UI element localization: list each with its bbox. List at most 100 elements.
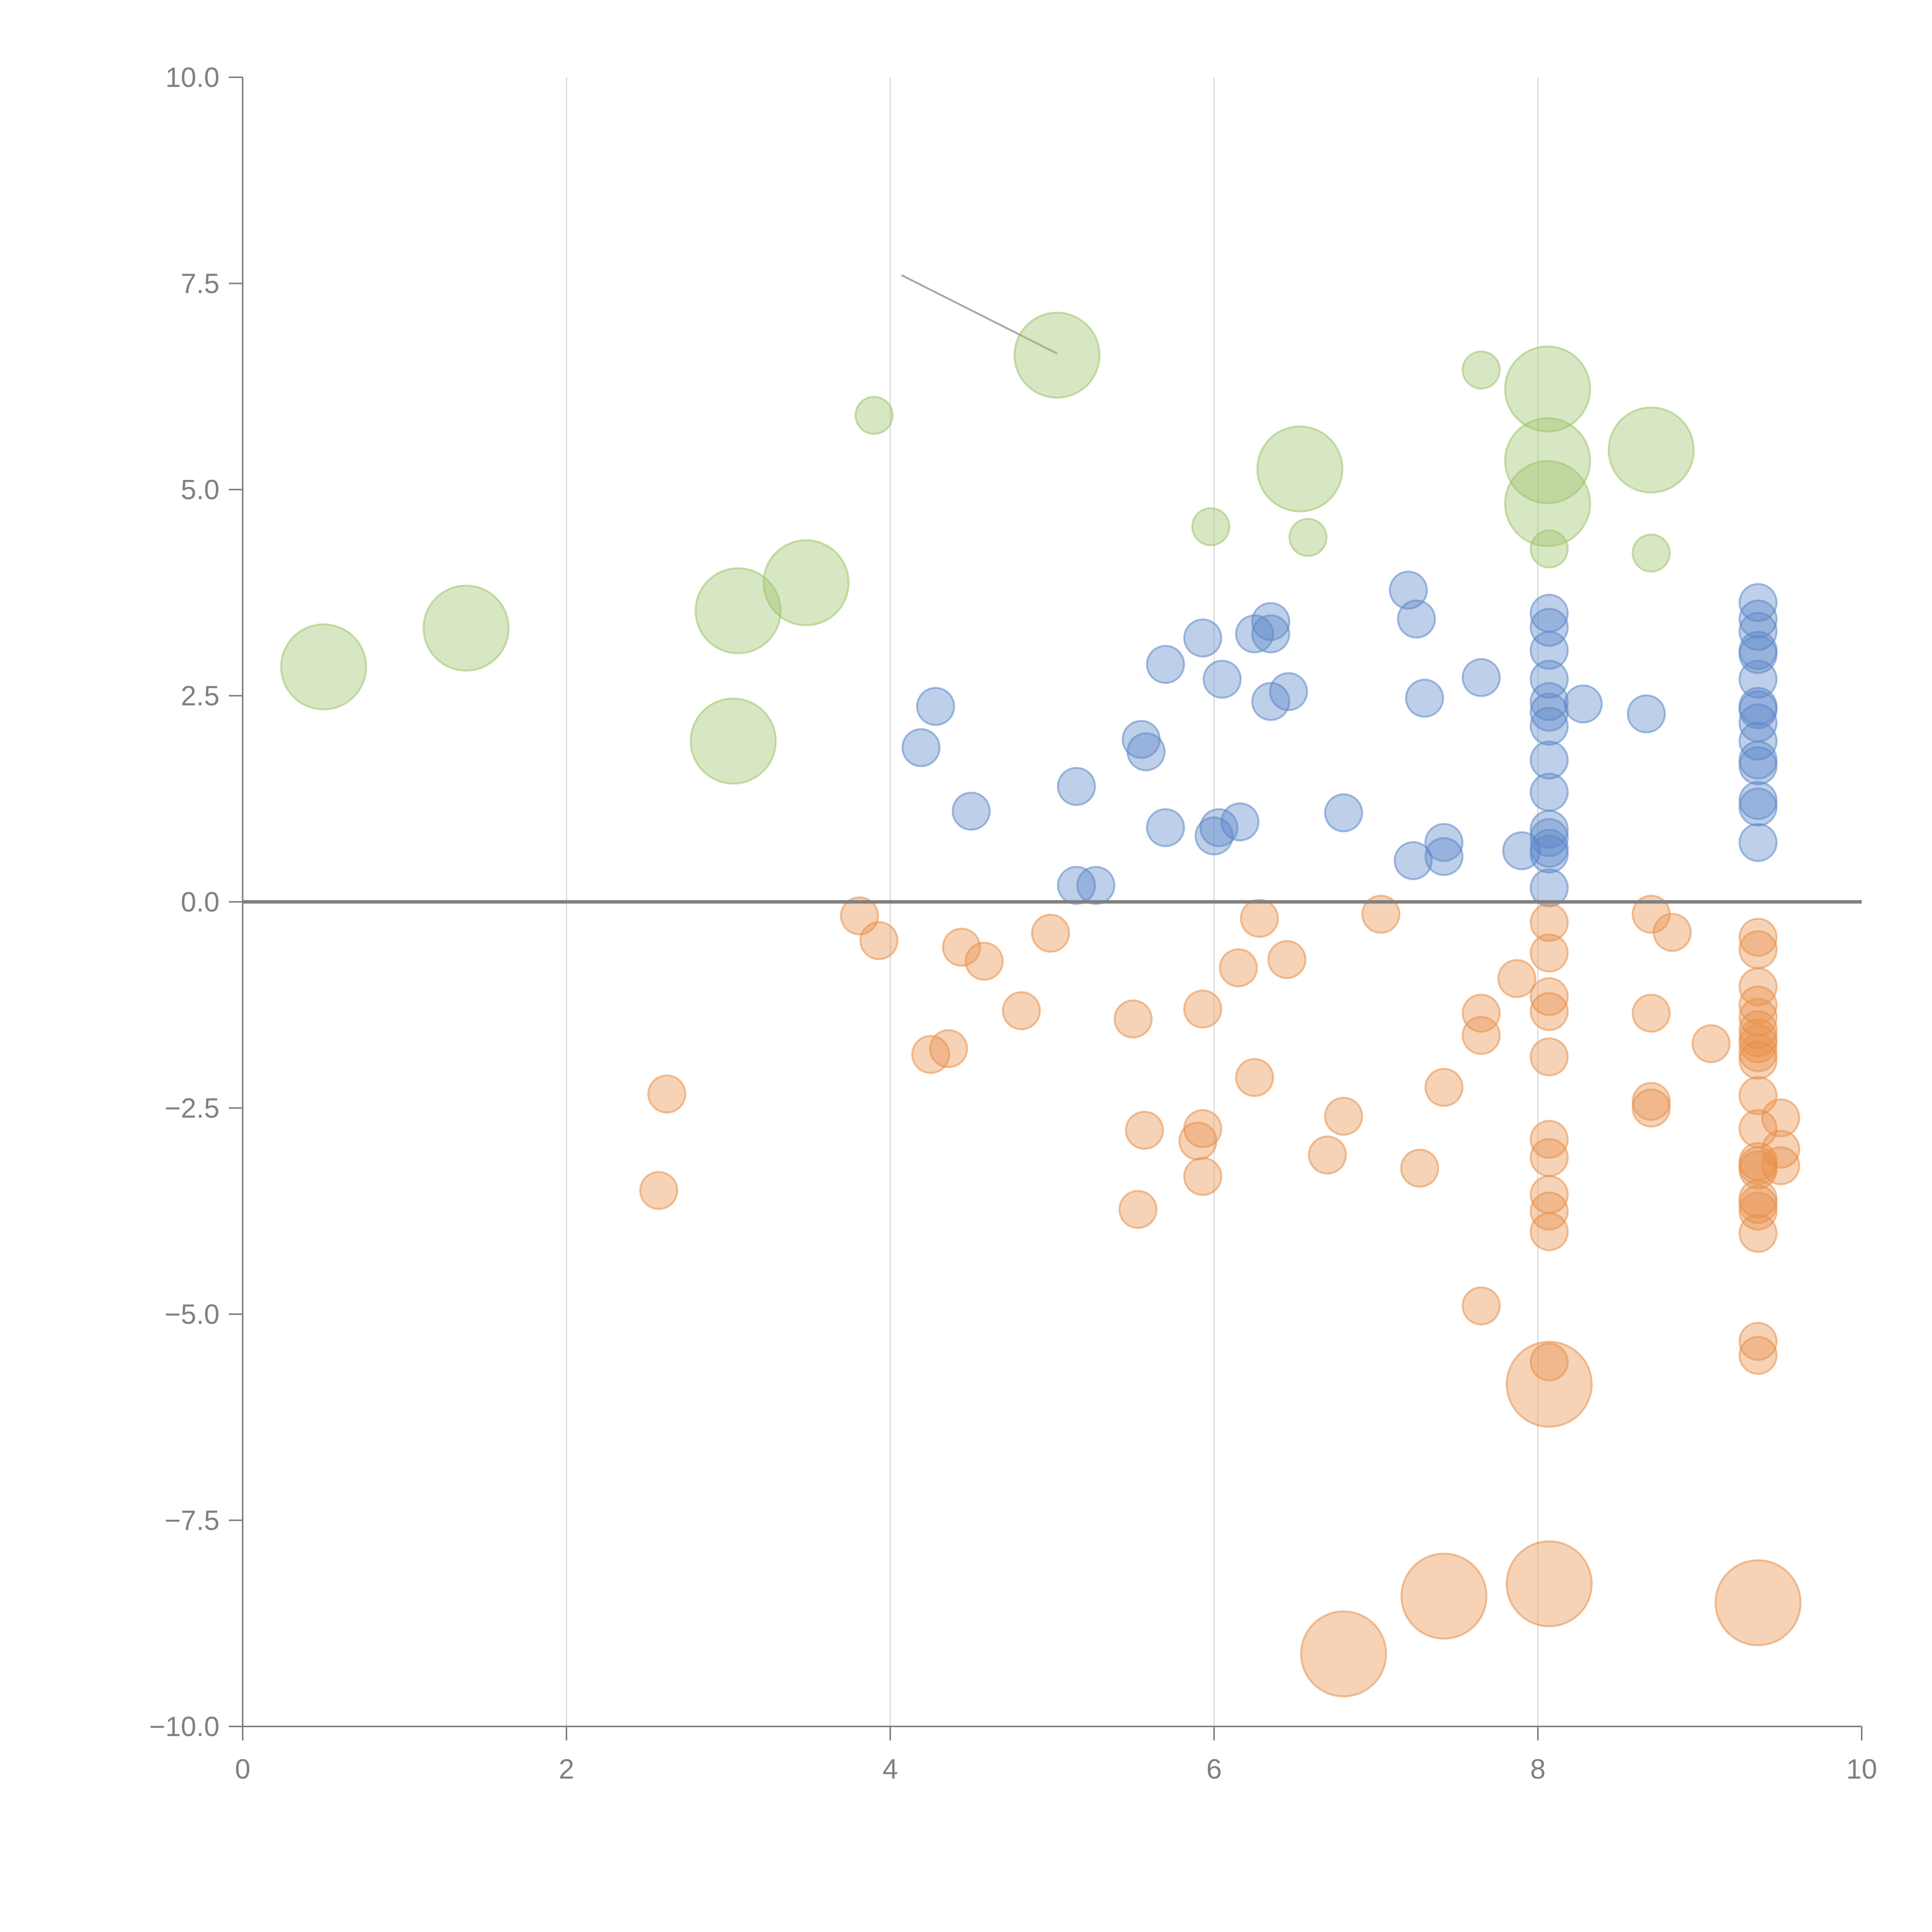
point-orange-small-43: [1631, 993, 1671, 1033]
point-blue-small-21: [1389, 570, 1428, 610]
point-blue-small-50: [1738, 660, 1778, 699]
point-orange-small-9: [1031, 913, 1070, 953]
y-tick-label: −7.5: [165, 1505, 219, 1536]
point-orange-small-42: [1653, 913, 1692, 952]
point-green-small-0: [854, 396, 894, 435]
point-blue-small-20: [1324, 793, 1363, 833]
x-tick-label: 2: [559, 1754, 574, 1785]
point-blue-small-26: [1424, 837, 1464, 876]
point-blue-small-31: [1529, 631, 1569, 670]
point-blue-small-22: [1397, 599, 1436, 639]
point-orange-small-16: [1183, 1157, 1223, 1196]
point-blue-small-41: [1529, 834, 1569, 874]
point-green-small-2: [1191, 507, 1231, 546]
point-orange-small-25: [1424, 1068, 1464, 1107]
mark-layer: [243, 274, 1862, 1697]
point-blue-small-25: [1424, 823, 1464, 862]
point-orange-small-45: [1631, 1088, 1671, 1128]
point-orange-small-34: [1529, 1037, 1569, 1077]
point-orange-small-64: [1738, 1191, 1778, 1231]
point-blue-small-23: [1405, 679, 1444, 718]
point-orange-small-40: [1529, 1342, 1569, 1382]
y-tick-label: −5.0: [165, 1299, 219, 1330]
point-orange-small-15: [1183, 1109, 1223, 1148]
y-tick-label: −2.5: [165, 1093, 219, 1124]
series-blue-small: [901, 570, 1778, 908]
point-blue-small-14: [1220, 802, 1260, 842]
point-orange-small-32: [1529, 977, 1569, 1016]
point-orange-small-67: [1738, 1336, 1778, 1375]
point-orange-small-18: [1235, 1058, 1274, 1097]
point-blue-small-9: [1146, 808, 1185, 847]
y-tick-label: 7.5: [181, 269, 219, 299]
point-green-large-7: [1504, 345, 1591, 433]
point-blue-small-19: [1269, 672, 1308, 711]
point-blue-small-37: [1529, 772, 1569, 812]
point-orange-small-56: [1738, 1041, 1778, 1080]
point-blue-small-35: [1529, 706, 1569, 746]
point-blue-small-15: [1235, 614, 1274, 653]
point-green-large-6: [1256, 425, 1344, 513]
y-tick-label: 10.0: [165, 62, 219, 93]
point-green-small-3: [1288, 518, 1328, 557]
point-blue-small-39: [1529, 818, 1569, 857]
point-orange-small-3: [859, 921, 899, 960]
point-orange-small-5: [929, 1029, 968, 1068]
point-blue-small-30: [1529, 607, 1569, 647]
point-orange-small-17: [1219, 948, 1258, 988]
point-blue-small-52: [1738, 690, 1778, 730]
point-blue-small-2: [952, 791, 991, 831]
point-blue-small-34: [1529, 692, 1569, 732]
x-tick-label: 10: [1846, 1754, 1877, 1785]
point-orange-small-68: [1761, 1098, 1800, 1138]
point-orange-small-24: [1400, 1148, 1439, 1188]
point-blue-small-13: [1202, 660, 1242, 699]
point-orange-large-1: [1400, 1553, 1488, 1640]
point-blue-small-59: [1738, 823, 1778, 862]
point-green-large-3: [762, 539, 850, 626]
point-green-large-9: [1504, 460, 1591, 547]
point-green-large-0: [280, 623, 367, 711]
series-orange-small: [639, 895, 1800, 1382]
point-orange-small-65: [1738, 1214, 1778, 1253]
x-tick-label: 6: [1206, 1754, 1222, 1785]
point-blue-small-24: [1393, 841, 1433, 880]
point-orange-small-11: [1118, 1190, 1158, 1229]
point-orange-small-52: [1738, 1010, 1778, 1049]
point-orange-large-2: [1505, 1540, 1593, 1628]
point-orange-small-48: [1738, 930, 1778, 969]
point-blue-small-10: [1183, 618, 1223, 658]
y-tick-label: −10.0: [149, 1711, 219, 1742]
point-orange-small-36: [1529, 1138, 1569, 1177]
point-blue-small-27: [1461, 658, 1501, 697]
series-orange-large: [1300, 1340, 1802, 1697]
point-orange-small-70: [1761, 1146, 1800, 1185]
y-tick-label: 2.5: [181, 681, 219, 712]
x-tick-label: 8: [1530, 1754, 1546, 1785]
point-orange-small-22: [1324, 1097, 1363, 1136]
point-orange-small-31: [1529, 933, 1569, 973]
point-blue-small-32: [1529, 660, 1569, 699]
point-orange-small-21: [1308, 1135, 1347, 1175]
point-orange-small-33: [1529, 992, 1569, 1031]
point-orange-large-0: [1505, 1340, 1593, 1428]
point-orange-small-10: [1114, 999, 1153, 1039]
point-green-small-1: [1461, 350, 1501, 390]
x-tick-label: 0: [235, 1754, 250, 1785]
point-orange-small-8: [1002, 991, 1041, 1031]
point-blue-small-0: [916, 687, 955, 726]
point-orange-small-14: [1183, 989, 1223, 1029]
point-orange-large-3: [1300, 1610, 1387, 1697]
point-blue-small-16: [1251, 602, 1291, 641]
series-green-small: [854, 350, 1671, 573]
series-green-large: [280, 311, 1695, 785]
point-orange-small-29: [1497, 959, 1537, 998]
point-blue-small-46: [1738, 599, 1778, 639]
point-green-large-1: [422, 585, 510, 672]
point-orange-large-4: [1714, 1559, 1802, 1646]
point-orange-small-66: [1738, 1321, 1778, 1361]
point-blue-small-18: [1251, 682, 1291, 721]
point-green-large-4: [690, 697, 777, 785]
point-blue-small-44: [1627, 694, 1666, 733]
